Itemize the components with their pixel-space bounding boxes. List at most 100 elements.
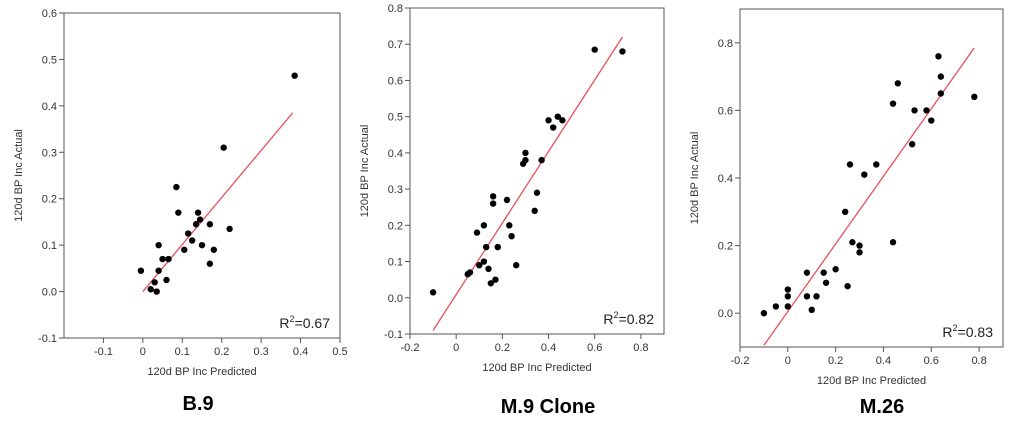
chart-2-y-tick-label: 0.3 xyxy=(388,184,403,196)
chart-3-caption: M.26 xyxy=(860,396,904,418)
chart-2-data-point xyxy=(429,289,437,296)
chart-1-y-tick-label: 0.3 xyxy=(42,147,57,159)
chart-2-x-tick-label: 0.2 xyxy=(495,342,510,354)
chart-3-data-point xyxy=(844,282,851,290)
chart-3-data-point xyxy=(813,293,820,300)
chart-2-data-point xyxy=(492,276,499,283)
chart-2-data-point xyxy=(489,200,497,207)
chart-3-x-axis-label: 120d BP Inc Predicted xyxy=(817,375,926,387)
chart-2-data-point xyxy=(473,229,481,236)
chart-3-data-point xyxy=(889,100,897,107)
chart-2-y-tick-label: -0.1 xyxy=(384,329,403,341)
chart-2-y-tick-label: 0.1 xyxy=(388,257,403,269)
chart-3-data-point xyxy=(808,306,815,314)
chart-2-data-point xyxy=(487,280,495,287)
chart-1-data-point xyxy=(137,267,145,274)
chart-3-data-point xyxy=(784,293,792,300)
chart-2-x-tick-label: 0.4 xyxy=(541,342,556,354)
chart-3-y-axis-label: 120d BP Inc Actual xyxy=(689,132,701,225)
chart-1-data-point xyxy=(188,237,196,244)
chart-1-data-point xyxy=(206,260,214,267)
chart-2-data-point xyxy=(480,258,488,265)
chart-3-data-point xyxy=(971,93,978,101)
chart-3-data-point xyxy=(935,53,942,60)
chart-1-x-tick-label: 0.3 xyxy=(253,346,268,358)
chart-2-data-point xyxy=(538,156,545,164)
chart-2-data-point xyxy=(591,46,598,53)
chart-2-data-point xyxy=(559,117,566,124)
chart-1-data-point xyxy=(147,286,154,293)
chart-2-data-point xyxy=(522,149,529,157)
chart-2-data-point xyxy=(489,193,497,200)
chart-2-y-tick-label: 0.2 xyxy=(388,220,403,232)
chart-1-y-tick-label: 0.2 xyxy=(42,194,57,206)
chart-1-data-point xyxy=(155,241,162,249)
chart-1-data-point xyxy=(194,209,202,216)
chart-1-plot-frame xyxy=(63,12,341,339)
chart-3-data-point xyxy=(873,161,880,168)
chart-1-data-point xyxy=(153,288,160,295)
chart-2-data-point xyxy=(494,243,501,251)
chart-1-data-point xyxy=(173,183,180,191)
chart-3-y-tick-label: 0.2 xyxy=(718,241,733,253)
chart-2-data-point xyxy=(554,113,561,120)
chart-3-y-tick-label: 0.4 xyxy=(718,173,733,185)
chart-2-y-tick-label: 0.0 xyxy=(388,293,403,305)
chart-2-data-point xyxy=(466,269,474,276)
chart-1-data-point xyxy=(155,267,162,274)
chart-2-caption: M.9 Clone xyxy=(501,396,595,418)
chart-2-y-tick-label: 0.4 xyxy=(388,148,403,160)
chart-3-x-tick-label: 0 xyxy=(785,355,791,367)
chart-3-data-point xyxy=(861,171,868,178)
chart-1-y-tick-label: 0.1 xyxy=(42,240,57,252)
chart-2-data-point xyxy=(480,222,488,229)
chart-1-data-point xyxy=(291,72,298,79)
chart-3-data-point xyxy=(820,269,827,276)
chart-1-x-tick-label: 0.2 xyxy=(214,346,229,358)
chart-2-y-axis-label: 120d BP Inc Actual xyxy=(359,125,371,218)
chart-2-data-point xyxy=(533,189,541,196)
chart-2-data-point xyxy=(549,124,557,131)
chart-3-data-point xyxy=(803,269,811,276)
chart-3-x-tick-label: 0.6 xyxy=(924,355,939,367)
chart-3-fit-line xyxy=(763,47,975,346)
chart-3-data-point xyxy=(832,266,839,273)
chart-3-data-point xyxy=(911,107,918,114)
chart-1-data-point xyxy=(210,246,218,253)
chart-1-y-tick-label: 0.0 xyxy=(42,287,57,299)
chart-2-data-point xyxy=(506,222,513,229)
chart-2-data-point xyxy=(476,261,483,269)
chart-3-plot-frame xyxy=(739,8,1004,348)
chart-2-y-tick-label: 0.6 xyxy=(388,75,403,87)
chart-1-data-point xyxy=(192,221,200,228)
chart-2-data-point xyxy=(531,207,538,215)
chart-3-data-point xyxy=(856,249,863,256)
chart-3-data-point xyxy=(928,117,935,124)
chart-3-data-point xyxy=(784,286,792,293)
chart-2-y-tick-label: 0.8 xyxy=(388,3,403,15)
chart-1-data-point xyxy=(220,144,227,151)
chart-1-data-point xyxy=(185,230,192,237)
chart-3-data-point xyxy=(923,107,930,114)
chart-3-data-point xyxy=(889,239,897,246)
chart-2-data-point xyxy=(545,117,552,124)
chart-3-x-tick-label: 0.4 xyxy=(876,355,891,367)
chart-3-data-point xyxy=(772,303,780,310)
chart-3-data-point xyxy=(846,161,854,168)
chart-2-data-point xyxy=(503,196,511,204)
chart-1-x-tick-label: 0.4 xyxy=(293,346,308,358)
chart-1-data-point xyxy=(181,246,188,253)
chart-2-data-point xyxy=(485,265,492,272)
chart-2-x-axis-label: 120d BP Inc Predicted xyxy=(482,362,591,374)
chart-2-plot-frame xyxy=(409,7,665,335)
chart-2-data-point xyxy=(513,261,520,269)
chart-3-data-point xyxy=(908,141,916,148)
chart-2-r2-annotation: R2=0.82 xyxy=(603,310,654,327)
chart-3-r2-annotation: R2=0.83 xyxy=(942,323,993,340)
chart-2-x-tick-label: 0.8 xyxy=(633,342,648,354)
chart-3-y-tick-label: 0.0 xyxy=(718,308,733,320)
chart-1-y-axis-label: 120d BP Inc Actual xyxy=(13,129,25,222)
chart-1-x-axis-label: 120d BP Inc Predicted xyxy=(147,366,256,378)
chart-1-data-point xyxy=(226,225,233,233)
